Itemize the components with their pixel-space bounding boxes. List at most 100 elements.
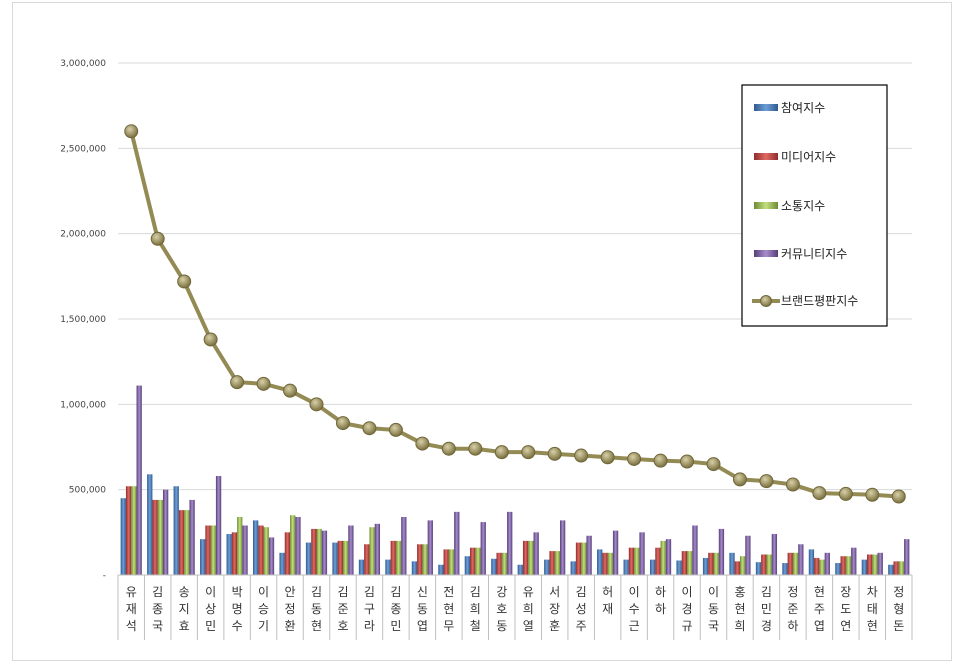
bar-4 (851, 547, 857, 575)
bar-2 (893, 561, 899, 575)
bar-3 (898, 561, 905, 575)
bar-2 (258, 525, 264, 575)
bar-1 (358, 559, 365, 575)
bar-4 (242, 525, 248, 575)
y-tick-label: 1,500,000 (60, 315, 106, 325)
bar-2 (125, 486, 132, 575)
bar-4 (798, 544, 804, 575)
bar-4 (692, 525, 698, 575)
bar-1 (702, 557, 709, 575)
bar-4 (401, 516, 407, 575)
bar-3 (290, 515, 296, 575)
bar-1 (200, 539, 206, 575)
legend-label: 미디어지수 (781, 150, 836, 164)
brand-index-point (441, 441, 456, 456)
bar-1 (491, 558, 497, 575)
bar-1 (570, 561, 576, 575)
bar-2 (152, 499, 158, 575)
legend-label: 커뮤니티지수 (781, 247, 847, 261)
bar-3 (475, 547, 481, 575)
bar-3 (157, 499, 163, 575)
bar-1 (147, 474, 153, 575)
bar-4 (295, 516, 301, 575)
bar-3 (369, 527, 375, 575)
bar-4 (559, 520, 566, 575)
bar-2 (867, 554, 873, 575)
brand-index-point (732, 472, 747, 487)
bar-4 (454, 511, 460, 575)
bar-1 (464, 556, 471, 575)
y-axis-ticks: - 500,000 1,000,000 1,500,000 2,000,000 2,500… (60, 59, 106, 581)
brand-index-point (177, 274, 192, 289)
bar-3 (448, 549, 455, 575)
bar-2 (522, 540, 529, 575)
bar-2 (231, 532, 238, 575)
legend-label: 브랜드평판지수 (781, 294, 858, 308)
bar-4 (612, 530, 619, 575)
y-tick-label: 3,000,000 (60, 59, 106, 69)
bar-2 (284, 532, 291, 575)
bar-2 (417, 544, 423, 575)
bars (120, 385, 910, 575)
bar-4 (639, 532, 645, 575)
bar-1 (438, 564, 444, 575)
bar-3 (342, 540, 349, 575)
bar-2 (311, 528, 317, 575)
bar-1 (782, 563, 788, 575)
bar-3 (713, 552, 719, 575)
bar-2 (443, 549, 449, 575)
bar-4 (268, 537, 275, 575)
bar-1 (623, 559, 629, 575)
bar-2 (814, 557, 820, 575)
brand-index-line (124, 124, 906, 504)
bar-2 (205, 525, 211, 575)
bar-2 (734, 561, 740, 575)
brand-index-point (706, 457, 721, 472)
bar-2 (496, 552, 502, 575)
bar-2 (787, 552, 793, 575)
brand-index-point (627, 451, 642, 466)
bar-4 (745, 535, 751, 575)
brand-index-point (891, 489, 906, 504)
legend-swatch (754, 202, 778, 209)
legend-swatch (754, 153, 778, 160)
bar-3 (237, 516, 243, 575)
bar-2 (549, 551, 555, 575)
brand-index-point (468, 441, 483, 456)
bar-1 (279, 552, 285, 575)
brand-index-point (415, 436, 430, 451)
brand-index-point (574, 448, 589, 463)
legend-label: 소통지수 (781, 199, 825, 213)
bar-3 (819, 559, 825, 575)
bar-2 (840, 556, 846, 575)
brand-index-point (335, 416, 350, 431)
x-axis (117, 574, 913, 640)
bar-3 (528, 540, 534, 575)
brand-index-point (283, 383, 298, 398)
bar-3 (501, 552, 508, 575)
brand-index-point (547, 446, 562, 461)
brand-index-point (680, 454, 695, 469)
bar-1 (252, 520, 259, 575)
y-tick-label: - (103, 571, 106, 581)
bar-4 (162, 489, 169, 575)
bar-3 (607, 552, 613, 575)
gridlines (118, 62, 912, 491)
